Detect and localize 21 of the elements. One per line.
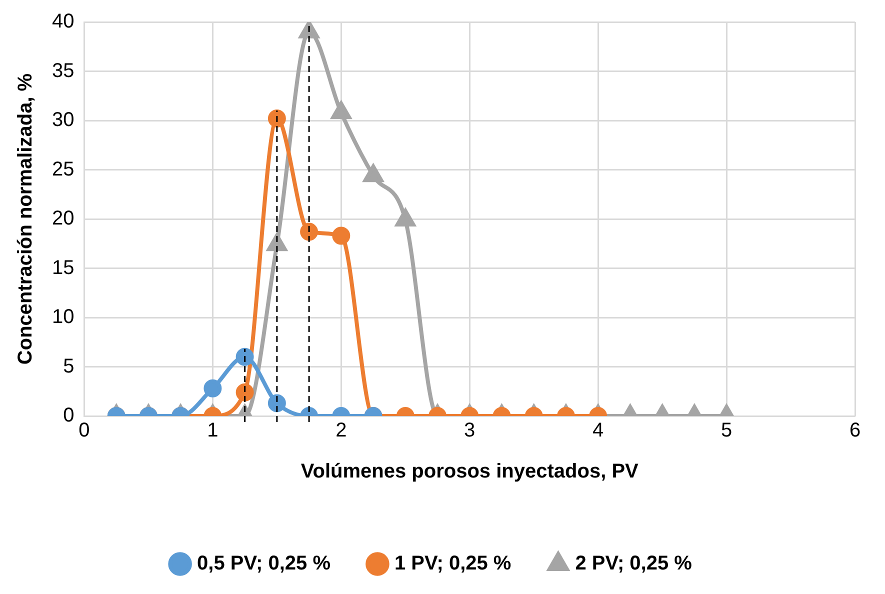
- x-tick-label: 1: [207, 420, 218, 442]
- x-tick-label: 3: [464, 420, 476, 442]
- y-tick-label: 5: [63, 355, 74, 378]
- y-tick-label: 20: [52, 208, 74, 230]
- y-tick-label: 30: [52, 109, 74, 132]
- x-tick-label: 0: [78, 420, 90, 442]
- y-tick-label: 35: [52, 60, 74, 82]
- x-tick-label: 2: [336, 420, 347, 442]
- y-tick-label: 15: [52, 256, 74, 279]
- legend-label: 1 PV; 0,25 %: [394, 552, 512, 575]
- y-tick-label: 0: [63, 404, 74, 427]
- x-axis-title: Volúmenes porosos inyectados, PV: [300, 460, 640, 483]
- legend-label: 0,5 PV; 0,25 %: [197, 552, 331, 575]
- y-tick-label: 40: [52, 10, 74, 33]
- x-tick-label: 6: [849, 420, 861, 442]
- y-axis-title: Concentración normalizada, %: [14, 73, 37, 365]
- x-tick-label: 5: [720, 420, 732, 442]
- y-tick-label: 25: [52, 158, 74, 180]
- legend-label: 2 PV; 0,25 %: [575, 552, 692, 575]
- y-tick-label: 10: [52, 306, 74, 328]
- x-tick-label: 4: [592, 420, 604, 442]
